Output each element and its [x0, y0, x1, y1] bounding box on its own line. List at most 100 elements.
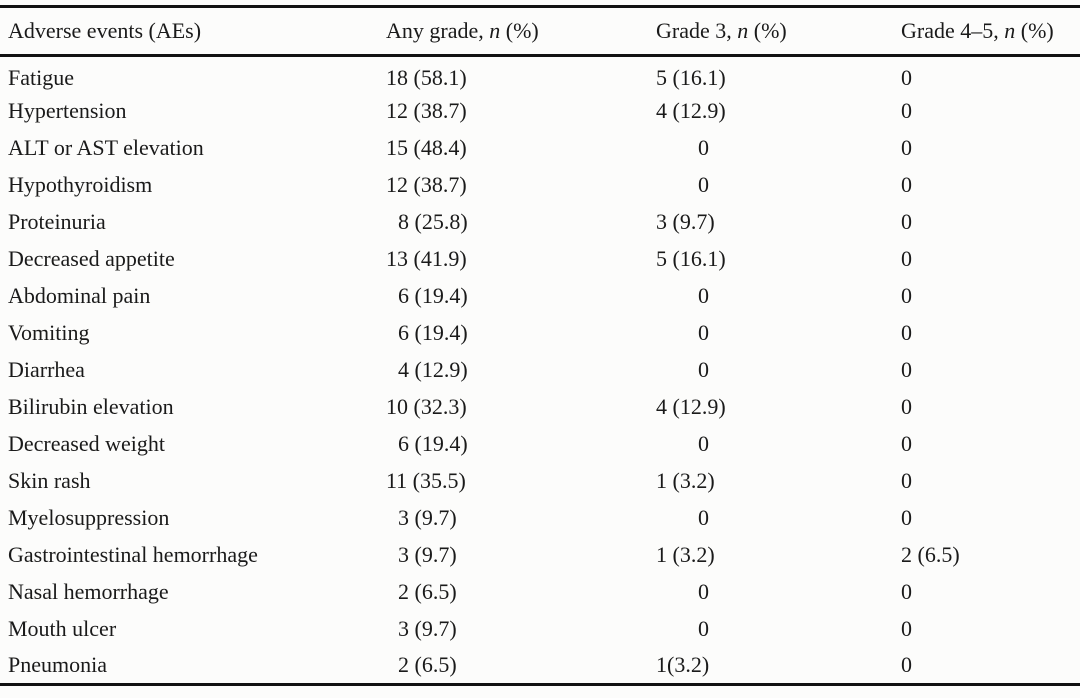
col-header-label: Adverse events (AEs)	[8, 18, 202, 43]
adverse-event-cell: ALT or AST elevation	[8, 135, 204, 160]
grade4-5-cell: 0	[901, 431, 912, 456]
col-header-label: Grade 3,	[656, 18, 738, 43]
adverse-event-cell: Bilirubin elevation	[8, 394, 174, 419]
table-row: Decreased weight 6 (19.4) 0 0	[0, 426, 1080, 463]
any-grade-cell: 15 (48.4)	[386, 135, 467, 160]
adverse-event-cell: Proteinuria	[8, 209, 106, 234]
adverse-event-cell: Vomiting	[8, 320, 90, 345]
table-body: Fatigue 18 (58.1) 5 (16.1) 0 Hypertension 12 …	[0, 56, 1080, 685]
any-grade-cell: 11 (35.5)	[386, 468, 466, 493]
table-row: Pneumonia 2 (6.5) 1(3.2) 0	[0, 648, 1080, 685]
grade4-5-cell: 0	[901, 283, 912, 308]
grade3-cell: 4 (12.9)	[656, 394, 726, 419]
table-row: ALT or AST elevation 15 (48.4) 0 0	[0, 130, 1080, 167]
table-header: Adverse events (AEs) Any grade, n (%) Gr…	[0, 6, 1080, 57]
grade3-cell: 0	[698, 505, 709, 530]
grade4-5-cell: 0	[901, 172, 912, 197]
grade3-cell: 0	[698, 283, 709, 308]
adverse-event-cell: Decreased appetite	[8, 246, 175, 271]
grade3-cell: 0	[698, 357, 709, 382]
any-grade-cell: 6 (19.4)	[398, 431, 468, 456]
any-grade-cell: 8 (25.8)	[398, 209, 468, 234]
adverse-event-cell: Myelosuppression	[8, 505, 170, 530]
grade4-5-cell: 0	[901, 652, 912, 678]
table-row: Mouth ulcer 3 (9.7) 0 0	[0, 611, 1080, 648]
any-grade-cell: 12 (38.7)	[386, 172, 467, 197]
adverse-event-cell: Gastrointestinal hemorrhage	[8, 542, 258, 567]
grade4-5-cell: 2 (6.5)	[901, 542, 960, 567]
table-row: Decreased appetite 13 (41.9) 5 (16.1) 0	[0, 241, 1080, 278]
any-grade-cell: 2 (6.5)	[398, 652, 457, 678]
adverse-event-cell: Fatigue	[8, 64, 74, 90]
table-row: Vomiting 6 (19.4) 0 0	[0, 315, 1080, 352]
col-header-label: (%)	[500, 18, 539, 43]
col-header-grade4-5: Grade 4–5, n (%)	[893, 6, 1080, 57]
grade3-cell: 0	[698, 616, 709, 641]
any-grade-cell: 12 (38.7)	[386, 98, 467, 123]
table-row: Diarrhea 4 (12.9) 0 0	[0, 352, 1080, 389]
col-header-n-symbol: n	[737, 18, 749, 43]
grade3-cell: 1 (3.2)	[656, 468, 715, 493]
grade4-5-cell: 0	[901, 135, 912, 160]
grade3-cell: 5 (16.1)	[656, 246, 726, 271]
adverse-event-cell: Hypothyroidism	[8, 172, 153, 197]
col-header-grade3: Grade 3, n (%)	[648, 6, 893, 57]
grade4-5-cell: 0	[901, 579, 912, 604]
table-row: Fatigue 18 (58.1) 5 (16.1) 0	[0, 56, 1080, 93]
any-grade-cell: 3 (9.7)	[398, 505, 457, 530]
header-row: Adverse events (AEs) Any grade, n (%) Gr…	[0, 6, 1080, 57]
table-row: Hypertension 12 (38.7) 4 (12.9) 0	[0, 93, 1080, 130]
table-row: Hypothyroidism 12 (38.7) 0 0	[0, 167, 1080, 204]
col-header-label: (%)	[748, 18, 787, 43]
table-row: Proteinuria 8 (25.8) 3 (9.7) 0	[0, 204, 1080, 241]
col-header-label: (%)	[1015, 18, 1054, 43]
adverse-event-cell: Hypertension	[8, 98, 127, 123]
any-grade-cell: 2 (6.5)	[398, 579, 457, 604]
grade4-5-cell: 0	[901, 64, 912, 90]
grade3-cell: 1(3.2)	[656, 652, 710, 678]
grade3-cell: 5 (16.1)	[656, 64, 726, 90]
table-row: Skin rash 11 (35.5) 1 (3.2) 0	[0, 463, 1080, 500]
any-grade-cell: 18 (58.1)	[386, 64, 467, 90]
table-row: Myelosuppression 3 (9.7) 0 0	[0, 500, 1080, 537]
grade4-5-cell: 0	[901, 394, 912, 419]
table-row: Gastrointestinal hemorrhage 3 (9.7) 1 (3.2…	[0, 537, 1080, 574]
grade4-5-cell: 0	[901, 320, 912, 345]
grade4-5-cell: 0	[901, 246, 912, 271]
any-grade-cell: 3 (9.7)	[398, 616, 457, 641]
grade3-cell: 0	[698, 320, 709, 345]
adverse-event-cell: Diarrhea	[8, 357, 85, 382]
adverse-event-cell: Decreased weight	[8, 431, 165, 456]
col-header-adverse-events: Adverse events (AEs)	[0, 6, 378, 57]
grade3-cell: 0	[698, 579, 709, 604]
grade3-cell: 1 (3.2)	[656, 542, 715, 567]
any-grade-cell: 13 (41.9)	[386, 246, 467, 271]
adverse-event-cell: Skin rash	[8, 468, 91, 493]
adverse-event-cell: Pneumonia	[8, 652, 107, 678]
col-header-n-symbol: n	[1004, 18, 1016, 43]
grade4-5-cell: 0	[901, 357, 912, 382]
grade4-5-cell: 0	[901, 505, 912, 530]
grade4-5-cell: 0	[901, 98, 912, 123]
any-grade-cell: 6 (19.4)	[398, 283, 468, 308]
col-header-n-symbol: n	[489, 18, 501, 43]
col-header-label: Grade 4–5,	[901, 18, 1005, 43]
grade4-5-cell: 0	[901, 616, 912, 641]
adverse-event-cell: Mouth ulcer	[8, 616, 117, 641]
table-row: Nasal hemorrhage 2 (6.5) 0 0	[0, 574, 1080, 611]
table-row: Bilirubin elevation 10 (32.3) 4 (12.9) 0	[0, 389, 1080, 426]
any-grade-cell: 6 (19.4)	[398, 320, 468, 345]
grade3-cell: 3 (9.7)	[656, 209, 715, 234]
grade3-cell: 0	[698, 135, 709, 160]
any-grade-cell: 4 (12.9)	[398, 357, 468, 382]
grade3-cell: 4 (12.9)	[656, 98, 726, 123]
any-grade-cell: 10 (32.3)	[386, 394, 467, 419]
table-row: Abdominal pain 6 (19.4) 0 0	[0, 278, 1080, 315]
any-grade-cell: 3 (9.7)	[398, 542, 457, 567]
col-header-label: Any grade,	[386, 18, 490, 43]
adverse-events-table: Adverse events (AEs) Any grade, n (%) Gr…	[0, 5, 1080, 686]
grade3-cell: 0	[698, 431, 709, 456]
adverse-event-cell: Nasal hemorrhage	[8, 579, 169, 604]
col-header-any-grade: Any grade, n (%)	[378, 6, 648, 57]
